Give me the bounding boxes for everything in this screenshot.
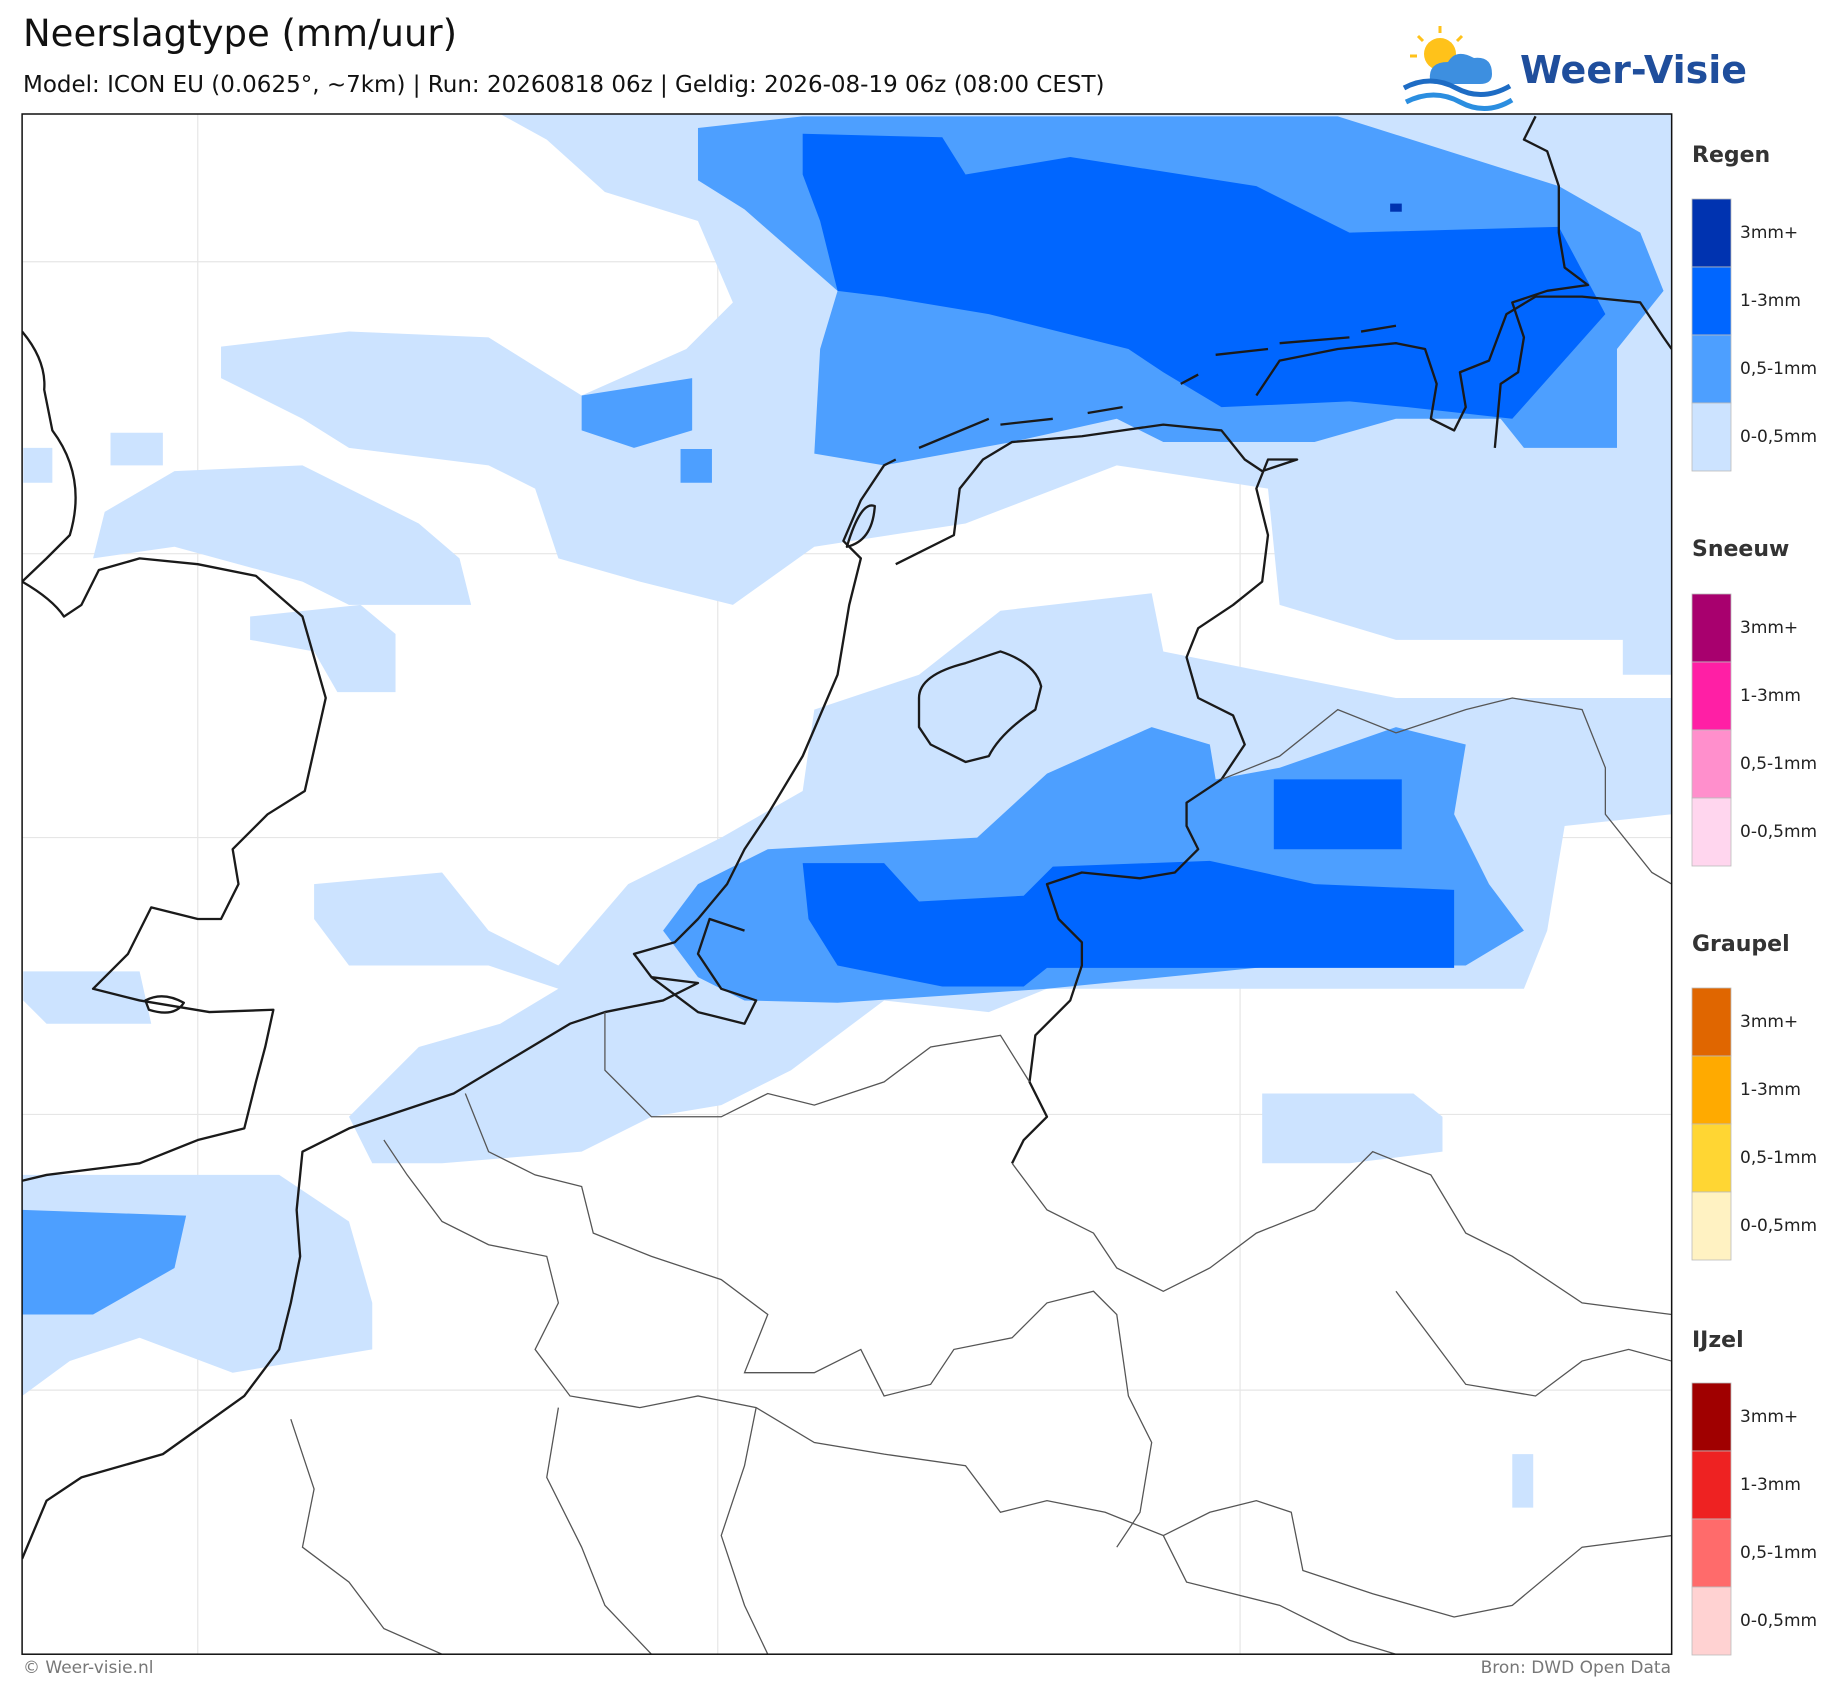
legend-swatch [1691, 797, 1732, 867]
legend-label: 3mm+ [1740, 223, 1798, 243]
legend-label: 0-0,5mm [1740, 1216, 1817, 1236]
legend-swatch [1691, 1518, 1732, 1588]
legend-title: Regen [1692, 143, 1770, 168]
legend-swatch [1691, 1586, 1732, 1656]
borders [290, 697, 1672, 1655]
legend-title: IJzel [1692, 1328, 1744, 1353]
legend-swatch [1691, 661, 1732, 731]
legend-swatch [1691, 334, 1732, 404]
legend-label: 0,5-1mm [1740, 359, 1817, 379]
legend: Regen 3mm+ 1-3mm 0,5-1mm 0-0,5mm Sneeuw 3mm+ 1-… [1691, 143, 1817, 1656]
legend-swatch [1691, 1450, 1732, 1520]
legend-swatch [1691, 266, 1732, 336]
legend-label: 3mm+ [1740, 1012, 1798, 1032]
legend-label: 1-3mm [1740, 1080, 1801, 1100]
legend-swatch [1691, 198, 1732, 268]
logo: Weer-Visie [1402, 26, 1747, 111]
legend-swatch [1691, 593, 1732, 663]
title: Neerslagtype (mm/uur) [23, 12, 457, 55]
legend-label: 3mm+ [1740, 1407, 1798, 1427]
legend-swatch [1691, 1382, 1732, 1452]
legend-group: Sneeuw 3mm+ 1-3mm 0,5-1mm 0-0,5mm [1691, 537, 1817, 867]
legend-label: 0,5-1mm [1740, 1543, 1817, 1563]
legend-label: 0,5-1mm [1740, 754, 1817, 774]
legend-title: Graupel [1692, 932, 1790, 957]
logo-text: Weer-Visie [1520, 48, 1747, 92]
legend-title: Sneeuw [1692, 537, 1789, 562]
legend-swatch [1691, 1123, 1732, 1193]
footer-source: Bron: DWD Open Data [1481, 1658, 1671, 1678]
legend-label: 1-3mm [1740, 291, 1801, 311]
legend-label: 0-0,5mm [1740, 427, 1817, 447]
map [21, 113, 1673, 1655]
footer-credit: © Weer-visie.nl [23, 1658, 153, 1678]
legend-label: 0,5-1mm [1740, 1148, 1817, 1168]
legend-swatch [1691, 729, 1732, 799]
legend-label: 0-0,5mm [1740, 822, 1817, 842]
legend-swatch [1691, 987, 1732, 1057]
legend-label: 1-3mm [1740, 1475, 1801, 1495]
coastline [22, 115, 1672, 1560]
legend-swatch [1691, 402, 1732, 472]
legend-group: Regen 3mm+ 1-3mm 0,5-1mm 0-0,5mm [1691, 143, 1817, 472]
precipitation [22, 114, 1672, 1508]
legend-swatch [1691, 1055, 1732, 1125]
legend-label: 3mm+ [1740, 618, 1798, 638]
subtitle: Model: ICON EU (0.0625°, ~7km) | Run: 20… [23, 72, 1104, 98]
legend-label: 1-3mm [1740, 686, 1801, 706]
legend-group: Graupel 3mm+ 1-3mm 0,5-1mm 0-0,5mm [1691, 932, 1817, 1261]
legend-label: 0-0,5mm [1740, 1611, 1817, 1631]
legend-swatch [1691, 1191, 1732, 1261]
legend-group: IJzel 3mm+ 1-3mm 0,5-1mm 0-0,5mm [1691, 1328, 1817, 1656]
